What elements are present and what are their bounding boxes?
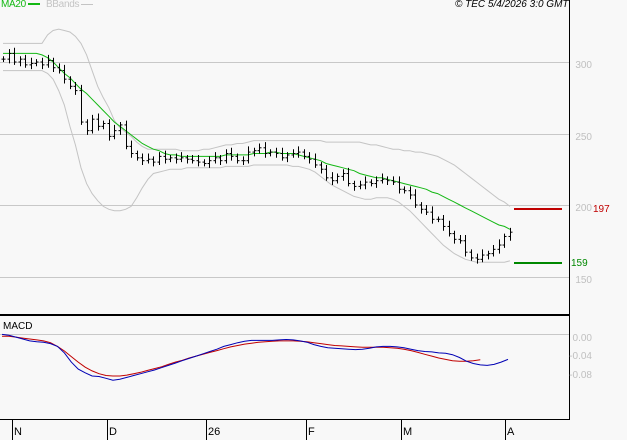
x-axis-label-feb: F xyxy=(308,426,315,438)
bbands-swatch-icon xyxy=(81,3,94,5)
chart-frame xyxy=(0,0,570,420)
macd-axis-label-neg008: -0.08 xyxy=(569,370,592,381)
price-axis-label-250: 250 xyxy=(575,132,592,143)
x-axis-label-2026: 26 xyxy=(208,426,221,438)
macd-lines xyxy=(1,333,509,381)
ma20-line xyxy=(3,52,511,230)
chart-legend: MA20 BBands xyxy=(1,0,94,10)
copyright-timestamp: © TEC 5/4/2026 3:0 GMT xyxy=(455,0,569,10)
macd-axis-label-neg004: -0.04 xyxy=(569,351,592,362)
support-resistance-lines xyxy=(514,208,562,264)
price-gridlines xyxy=(0,62,569,278)
macd-panel-title: MACD xyxy=(3,321,33,332)
legend-bbands-label: BBands xyxy=(45,0,80,10)
macd-axis-label-0: 0.00 xyxy=(572,333,592,344)
resistance-level-label: 197 xyxy=(593,204,610,215)
price-bars xyxy=(1,47,513,264)
price-axis-label-300: 300 xyxy=(575,60,592,71)
bollinger-bands xyxy=(3,28,511,263)
price-axis-label-150: 150 xyxy=(575,275,592,286)
legend-bbands[interactable]: BBands xyxy=(45,0,94,10)
x-axis-label-nov: N xyxy=(14,426,22,438)
x-axis-label-dec: D xyxy=(109,426,117,438)
x-axis-ticks xyxy=(12,420,506,440)
ma20-swatch-icon xyxy=(27,3,40,6)
support-level-label: 159 xyxy=(571,258,588,269)
legend-ma20-label: MA20 xyxy=(1,0,26,10)
x-axis-label-mar: M xyxy=(403,426,413,438)
legend-ma20[interactable]: MA20 xyxy=(1,0,40,10)
price-axis-label-200: 200 xyxy=(575,203,592,214)
x-axis-label-apr: A xyxy=(507,426,515,438)
